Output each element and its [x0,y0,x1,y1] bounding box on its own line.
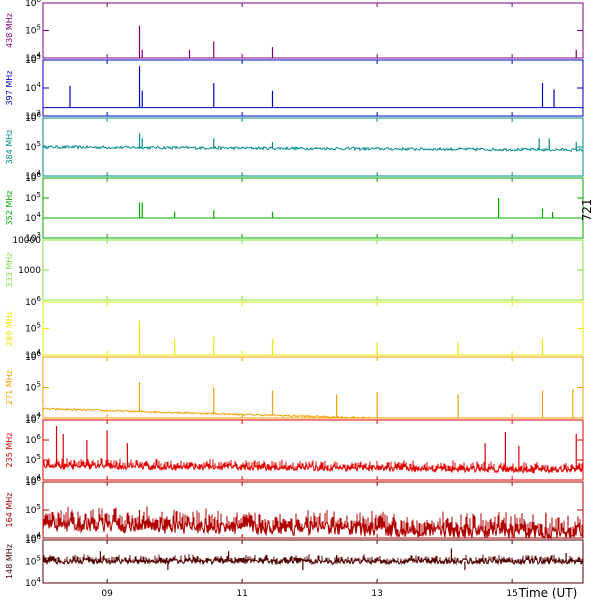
y-tick-label: 105 [25,24,41,37]
panel-frame [42,356,584,419]
y-tick-label: 105 [25,322,41,335]
y-tick-label: 105 [25,140,41,153]
y-tick-label: 105 [25,555,41,568]
y-tick-label: 105 [25,503,41,516]
panel-frame [42,239,584,301]
series-trace [42,407,583,419]
station-label: NRHR 20050721 [580,200,594,220]
panel-name-label: 235 MHz [5,433,14,468]
x-axis-title: Time (UT) [518,586,578,600]
panel-name-label: 384 MHz [5,130,14,165]
panel-name-label: 271 MHz [5,370,14,405]
panel-333-mhz: 1000 10000 333 MHz [5,236,584,301]
panel-name-label: 164 MHz [5,493,14,528]
y-tick-label: 104 [25,81,41,94]
x-tick-label: 15 [506,589,517,599]
x-tick-label: 13 [371,589,382,599]
x-tick-label: 11 [236,589,247,599]
y-tick-label: 104 [25,576,41,589]
panel-frame [42,2,584,59]
y-tick-label: 104 [25,211,41,224]
panel-name-label: 333 MHz [5,253,14,288]
panel-name-label: 148 MHz [5,544,14,579]
x-tick-label: 09 [101,589,113,599]
series-trace [42,458,584,475]
panel-frame [42,419,584,481]
y-tick-label: 106 [25,433,41,446]
panel-name-label: 289 MHz [5,311,14,346]
panel-name-label: 352 MHz [5,191,14,226]
y-tick-label: 106 [25,0,41,9]
y-tick-label: 105 [25,381,41,394]
panel-frame [42,177,584,239]
y-tick-label: 105 [25,191,41,204]
series-trace [42,506,584,540]
series-trace [42,554,584,566]
y-tick-label: 106 [25,295,41,308]
y-tick-label: 105 [25,453,41,466]
station-label-box: NRHR 20050721 [580,200,594,220]
y-tick-label: 1000 [18,266,41,276]
panel-frame [42,301,584,356]
series-trace [42,144,584,153]
panel-name-label: 397 MHz [5,71,14,106]
y-tick-label: 10000 [12,236,41,246]
panel-name-label: 438 MHz [5,13,14,48]
